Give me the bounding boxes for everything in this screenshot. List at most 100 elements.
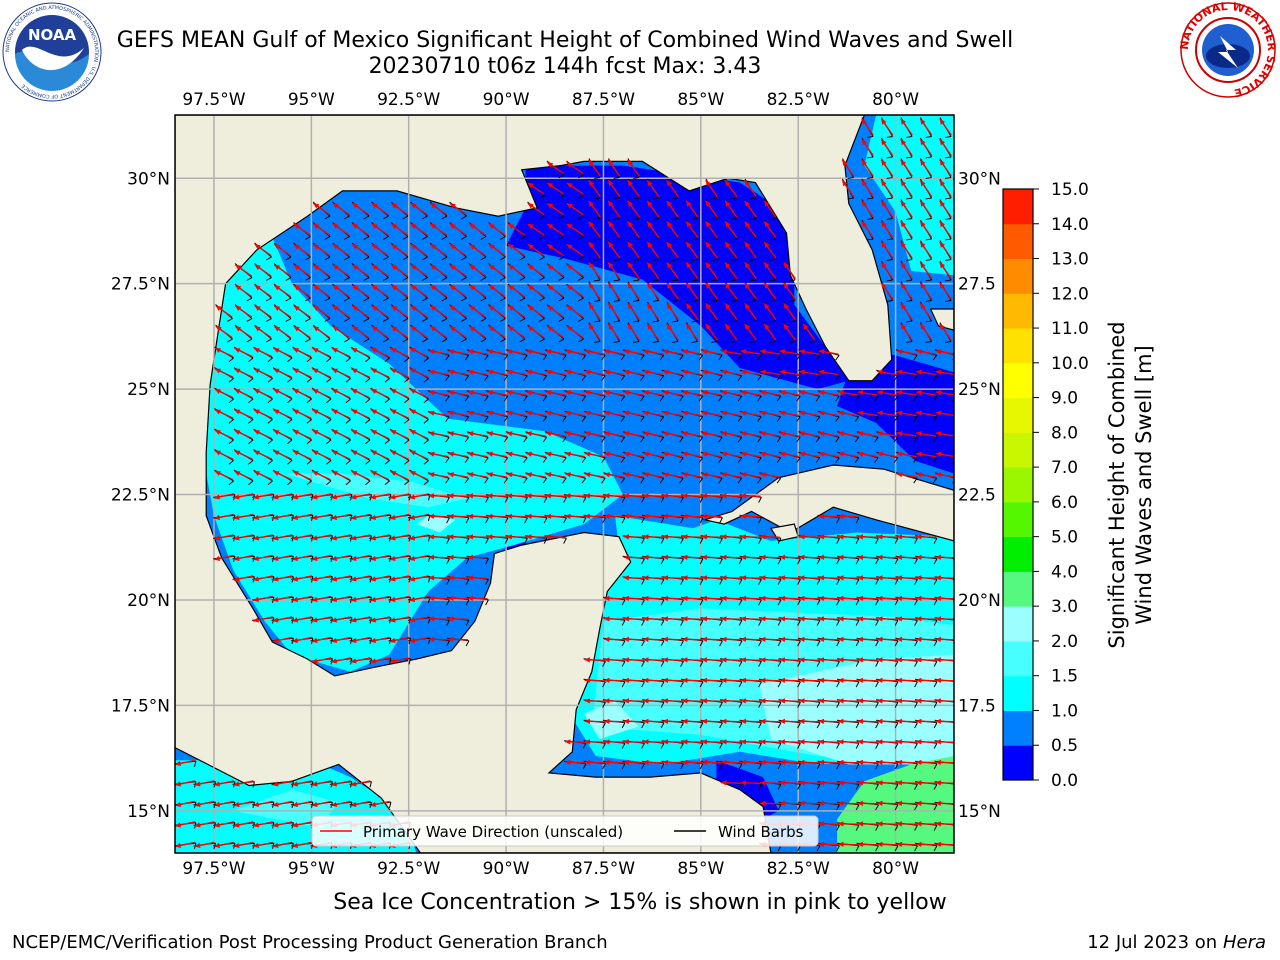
vector-600 (895, 534, 918, 544)
x-tick-label-top-6: 82.5°W (767, 90, 830, 110)
wave-arrow-head (803, 323, 809, 330)
vector-50 (607, 199, 621, 220)
wind-barb-flag (228, 357, 234, 363)
vector-404 (214, 428, 234, 445)
vector-15 (841, 158, 855, 179)
vector-261 (292, 346, 312, 363)
wave-arrow-head (861, 221, 868, 228)
vector-626 (817, 554, 840, 565)
colorbar-label-line1: Significant Height of Combined (1105, 321, 1129, 648)
vector-267 (409, 346, 429, 363)
wind-barb-flag (640, 477, 645, 484)
wind-barb-flag (504, 497, 509, 503)
vector-78 (566, 222, 584, 240)
wave-arrow-head (312, 389, 319, 394)
wind-barb-flag (524, 497, 528, 503)
wave-arrow-head (740, 349, 747, 355)
wave-arrow-head (721, 493, 727, 499)
wave-arrow-head (254, 244, 261, 250)
vector-442 (214, 449, 234, 465)
vector-559 (583, 513, 606, 524)
land-bahamas (929, 308, 954, 331)
wind-barb-flag (423, 439, 429, 445)
vector-172 (507, 283, 526, 302)
vector-486 (331, 469, 351, 486)
wind-barb-flag (421, 277, 428, 281)
vector-353 (700, 390, 723, 402)
wind-barb-flag (796, 354, 801, 361)
wave-arrow-head (760, 349, 766, 355)
vector-142 (566, 263, 584, 281)
wave-arrow-head (370, 348, 377, 353)
vector-432 (759, 431, 782, 443)
vector-604 (252, 554, 275, 563)
wave-arrow-head (410, 264, 417, 271)
wave-arrow-head (939, 323, 946, 330)
wave-arrow-head (292, 430, 299, 435)
vector-216 (705, 301, 718, 323)
wave-arrow-head (740, 451, 747, 457)
wave-arrow-head (705, 180, 712, 187)
wind-barb-flag (672, 279, 679, 282)
wave-arrow-head (508, 223, 515, 230)
wave-arrow-head (389, 514, 396, 521)
wind-barb-flag (480, 338, 487, 343)
wave-arrow-head (939, 139, 946, 146)
wind-barb-flag (562, 436, 567, 443)
wind-barb-flag (718, 375, 723, 381)
wave-arrow-head (900, 221, 907, 228)
wave-arrow-head (293, 223, 300, 230)
vector-89 (861, 219, 874, 241)
wind-barb-flag (577, 318, 584, 322)
wave-arrow-head (818, 534, 824, 540)
wave-arrow-head (916, 451, 922, 457)
wave-arrow-head (818, 431, 825, 437)
wave-arrow-head (233, 576, 240, 582)
wind-barb-flag (789, 299, 796, 302)
vector-338 (409, 387, 429, 404)
vector-179 (646, 281, 660, 302)
vector-326 (915, 369, 938, 381)
vector-107 (507, 242, 526, 261)
wave-arrow-head (725, 180, 731, 187)
wave-arrow-head (409, 450, 416, 456)
vector-417 (466, 431, 489, 443)
wind-barb-flag (855, 558, 860, 565)
wind-barb-flag (460, 256, 467, 261)
wave-arrow-head (701, 349, 708, 355)
vector-542 (252, 513, 275, 522)
vector-410 (331, 428, 351, 445)
vector-63 (939, 199, 952, 220)
wave-arrow-head (467, 410, 474, 416)
wind-barb-flag (499, 277, 506, 281)
vector-30 (724, 178, 738, 200)
vector-566 (739, 513, 762, 524)
wave-arrow-head (705, 282, 712, 289)
wave-arrow-head (253, 576, 260, 582)
colorbar-segment-2 (1003, 675, 1033, 711)
wind-barb-flag (769, 279, 776, 282)
wind-barb-flag (672, 340, 679, 343)
wind-barb-flag (306, 480, 312, 486)
vector-337 (389, 387, 410, 404)
vector-527 (505, 493, 528, 503)
wind-barb-flag (446, 558, 450, 565)
vector-249 (724, 322, 738, 343)
wave-arrow-head (838, 451, 844, 457)
wave-arrow-head (857, 410, 864, 416)
wind-barb-flag (365, 460, 371, 465)
vector-221 (900, 301, 913, 323)
wave-arrow-head (920, 303, 926, 310)
vector-301 (389, 367, 410, 383)
wave-arrow-head (390, 450, 397, 456)
vector-16 (861, 158, 874, 179)
wave-arrow-head (410, 203, 417, 209)
wind-barb-flag (267, 419, 273, 424)
wave-arrow-head (352, 285, 359, 291)
wind-barb-flag (757, 457, 762, 463)
wave-arrow-head (467, 390, 474, 396)
wind-barb-flag (343, 236, 350, 240)
vector-90 (880, 219, 894, 241)
wave-arrow-head (526, 534, 532, 540)
wind-barb-flag (633, 238, 640, 241)
